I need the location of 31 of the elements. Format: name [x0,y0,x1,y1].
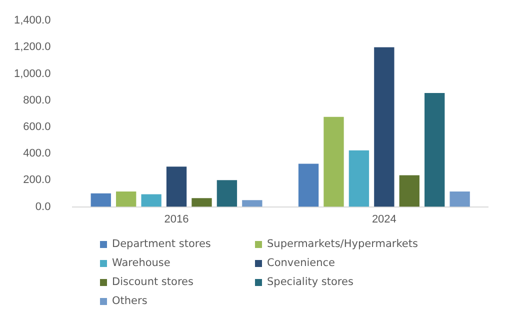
bar [116,192,136,207]
bar [324,116,344,207]
y-tick-label: 200.0 [23,174,51,186]
bar [90,193,111,207]
legend-label: Discount stores [112,276,194,288]
legend-label: Convenience [267,257,336,269]
bar [374,47,394,207]
legend-label: Speciality stores [267,276,354,288]
bar [166,166,187,207]
bar [141,194,162,207]
x-tick-label: 2024 [372,213,396,226]
bar [424,92,445,207]
legend-label: Others [112,295,148,307]
y-tick-label: 1,200.0 [14,41,51,54]
bar [450,192,470,207]
y-tick-label: 600.0 [23,121,51,134]
y-tick-label: 1,400.0 [14,14,51,27]
bar [242,200,262,207]
y-tick-label: 800.0 [23,94,51,106]
bar [399,175,420,207]
y-tick-label: 0.0 [35,200,51,213]
legend-label: Department stores [112,238,211,250]
y-tick-label: 400.0 [23,148,51,160]
y-tick-label: 1,000.0 [14,68,51,80]
x-tick-label: 2016 [164,213,189,226]
bar [348,150,370,207]
legend-label: Supermarkets/Hypermarkets [267,238,418,250]
bar [298,164,319,207]
bar [192,198,212,207]
legend-label: Warehouse [112,257,170,269]
bar [216,180,238,207]
